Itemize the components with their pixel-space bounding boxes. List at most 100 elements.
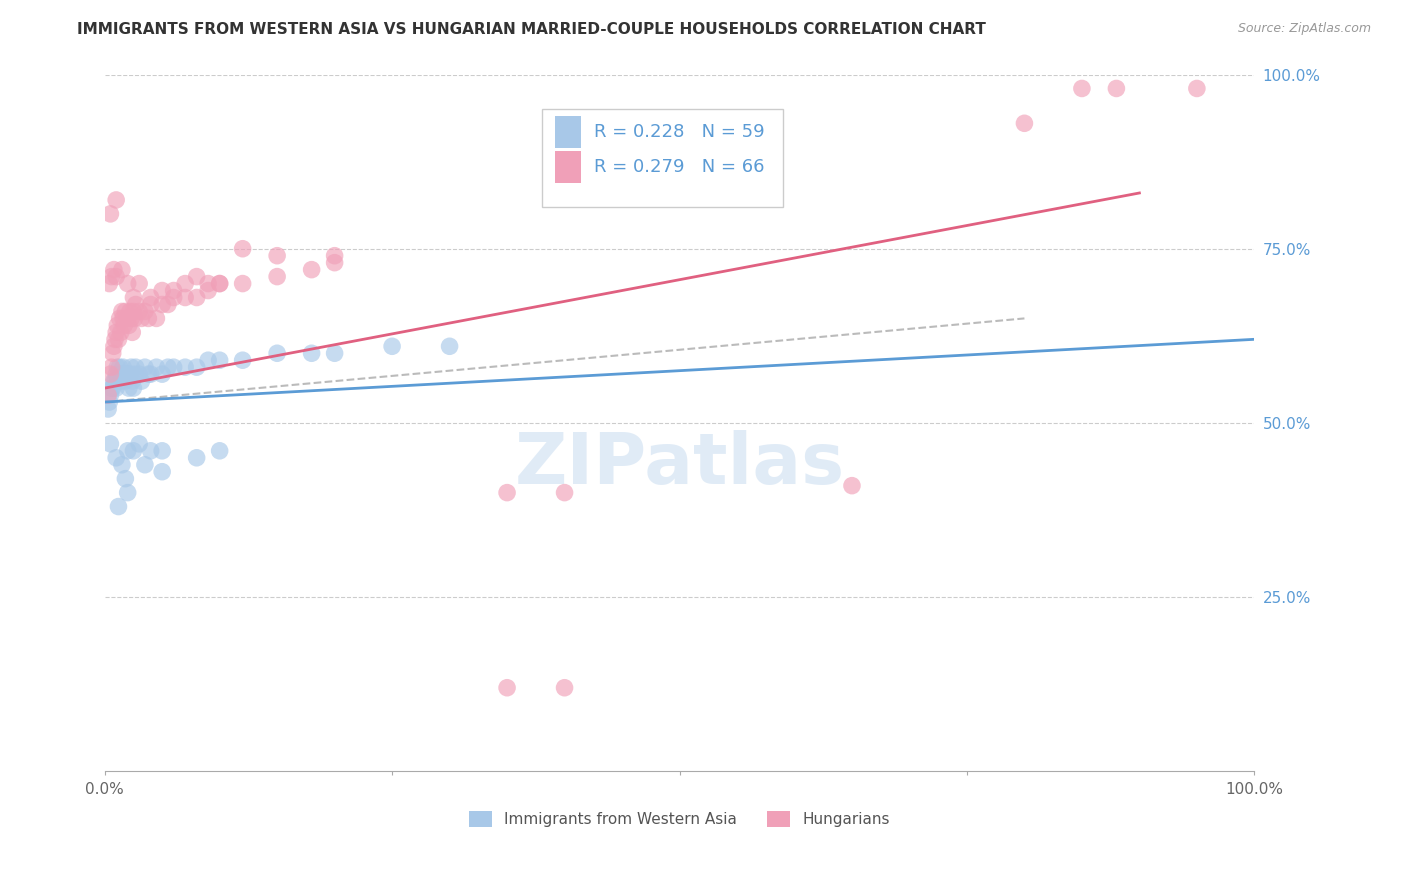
Point: [105, 367, 128, 381]
Point: [122, 304, 145, 318]
Point: [101, 346, 124, 360]
Point: [174, 360, 197, 375]
Point: [110, 374, 132, 388]
Point: [110, 326, 132, 340]
Point: [841, 478, 863, 492]
Point: [156, 297, 179, 311]
Point: [114, 374, 136, 388]
Point: [323, 249, 346, 263]
Point: [150, 443, 173, 458]
Point: [107, 367, 129, 381]
Point: [114, 304, 136, 318]
Text: ZIPatlas: ZIPatlas: [515, 430, 845, 500]
Point: [112, 311, 135, 326]
Point: [1070, 81, 1092, 95]
Point: [145, 360, 167, 375]
Point: [103, 374, 125, 388]
Point: [114, 472, 136, 486]
Point: [111, 262, 134, 277]
Point: [232, 353, 254, 368]
Point: [1014, 116, 1036, 130]
Point: [439, 339, 461, 353]
Point: [100, 437, 122, 451]
FancyBboxPatch shape: [555, 151, 581, 183]
Point: [105, 381, 128, 395]
Point: [139, 367, 162, 381]
Point: [208, 353, 231, 368]
Point: [266, 269, 288, 284]
Point: [111, 304, 134, 318]
Point: [125, 360, 148, 375]
Point: [163, 291, 186, 305]
Point: [554, 485, 576, 500]
Point: [186, 291, 208, 305]
Point: [107, 500, 129, 514]
Point: [131, 311, 153, 326]
Point: [301, 346, 323, 360]
FancyBboxPatch shape: [555, 116, 581, 148]
Point: [118, 381, 141, 395]
FancyBboxPatch shape: [541, 110, 783, 207]
Point: [266, 346, 288, 360]
Text: IMMIGRANTS FROM WESTERN ASIA VS HUNGARIAN MARRIED-COUPLE HOUSEHOLDS CORRELATION : IMMIGRANTS FROM WESTERN ASIA VS HUNGARIA…: [77, 22, 986, 37]
Point: [117, 443, 139, 458]
Point: [208, 443, 231, 458]
Point: [208, 277, 231, 291]
Point: [197, 277, 219, 291]
Point: [128, 367, 150, 381]
Point: [208, 277, 231, 291]
Point: [117, 311, 139, 326]
Point: [105, 318, 128, 333]
Point: [138, 367, 160, 381]
Point: [134, 458, 156, 472]
Point: [112, 318, 135, 333]
Point: [117, 367, 139, 381]
Point: [97, 402, 120, 417]
Point: [108, 311, 131, 326]
Point: [112, 360, 135, 375]
Point: [118, 367, 141, 381]
Point: [554, 681, 576, 695]
Point: [100, 388, 122, 402]
Text: R = 0.279   N = 66: R = 0.279 N = 66: [595, 158, 765, 177]
Point: [101, 381, 124, 395]
Point: [122, 291, 145, 305]
Point: [323, 255, 346, 269]
Point: [117, 277, 139, 291]
Point: [186, 450, 208, 465]
Point: [266, 249, 288, 263]
Point: [120, 360, 142, 375]
Point: [105, 450, 128, 465]
Point: [139, 443, 162, 458]
Point: [134, 360, 156, 375]
Point: [138, 311, 160, 326]
Point: [97, 388, 120, 402]
Point: [125, 297, 148, 311]
Point: [105, 269, 128, 284]
Point: [115, 367, 138, 381]
Point: [1185, 81, 1208, 95]
Point: [150, 284, 173, 298]
Point: [163, 360, 186, 375]
Point: [104, 332, 127, 346]
Point: [174, 291, 197, 305]
Point: [107, 332, 129, 346]
Point: [323, 346, 346, 360]
Point: [122, 381, 145, 395]
Point: [100, 207, 122, 221]
Point: [150, 465, 173, 479]
Point: [134, 304, 156, 318]
Point: [118, 318, 141, 333]
Point: [100, 367, 122, 381]
Point: [124, 311, 146, 326]
Point: [1105, 81, 1128, 95]
Point: [150, 367, 173, 381]
Point: [131, 374, 153, 388]
Point: [105, 360, 128, 375]
Point: [128, 277, 150, 291]
Point: [108, 360, 131, 375]
Point: [128, 304, 150, 318]
Point: [174, 277, 197, 291]
Point: [381, 339, 404, 353]
Point: [496, 485, 519, 500]
